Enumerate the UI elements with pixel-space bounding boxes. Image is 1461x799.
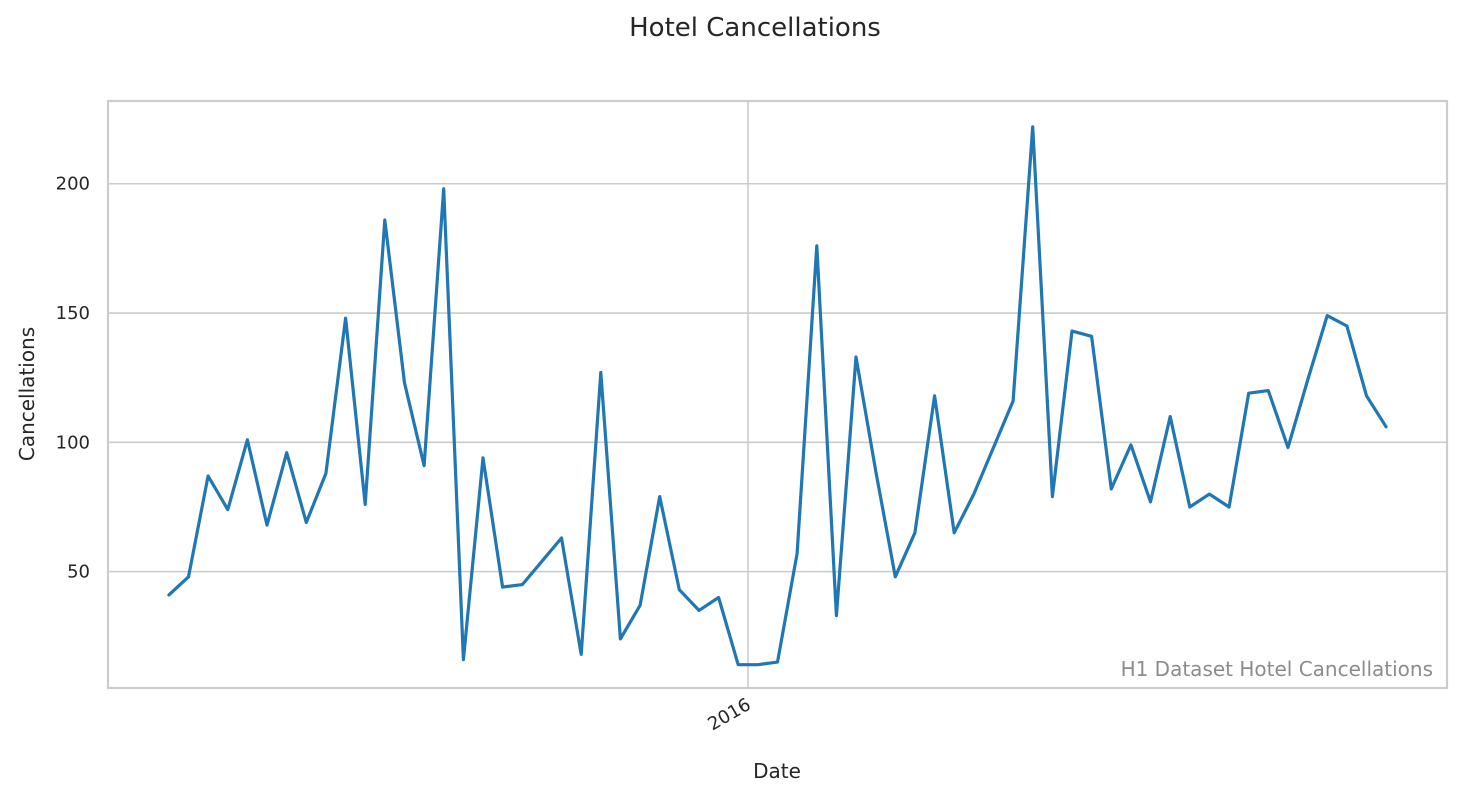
chart-title: Hotel Cancellations bbox=[629, 13, 881, 43]
y-tick-label: 50 bbox=[67, 562, 90, 583]
series-line bbox=[167, 125, 1388, 667]
plot-frame bbox=[106, 99, 1449, 690]
series-layer bbox=[167, 125, 1388, 667]
y-tick-label: 150 bbox=[56, 303, 90, 324]
tick-labels: 50 100 150 200 2016 bbox=[56, 174, 755, 735]
grid bbox=[108, 101, 1447, 688]
y-tick-label: 100 bbox=[56, 432, 90, 453]
watermark-label: H1 Dataset Hotel Cancellations bbox=[1121, 657, 1433, 681]
x-tick-label: 2016 bbox=[704, 694, 754, 735]
x-axis-label: Date bbox=[753, 759, 801, 783]
y-axis-label: Cancellations bbox=[15, 327, 39, 461]
y-tick-label: 200 bbox=[56, 174, 90, 195]
